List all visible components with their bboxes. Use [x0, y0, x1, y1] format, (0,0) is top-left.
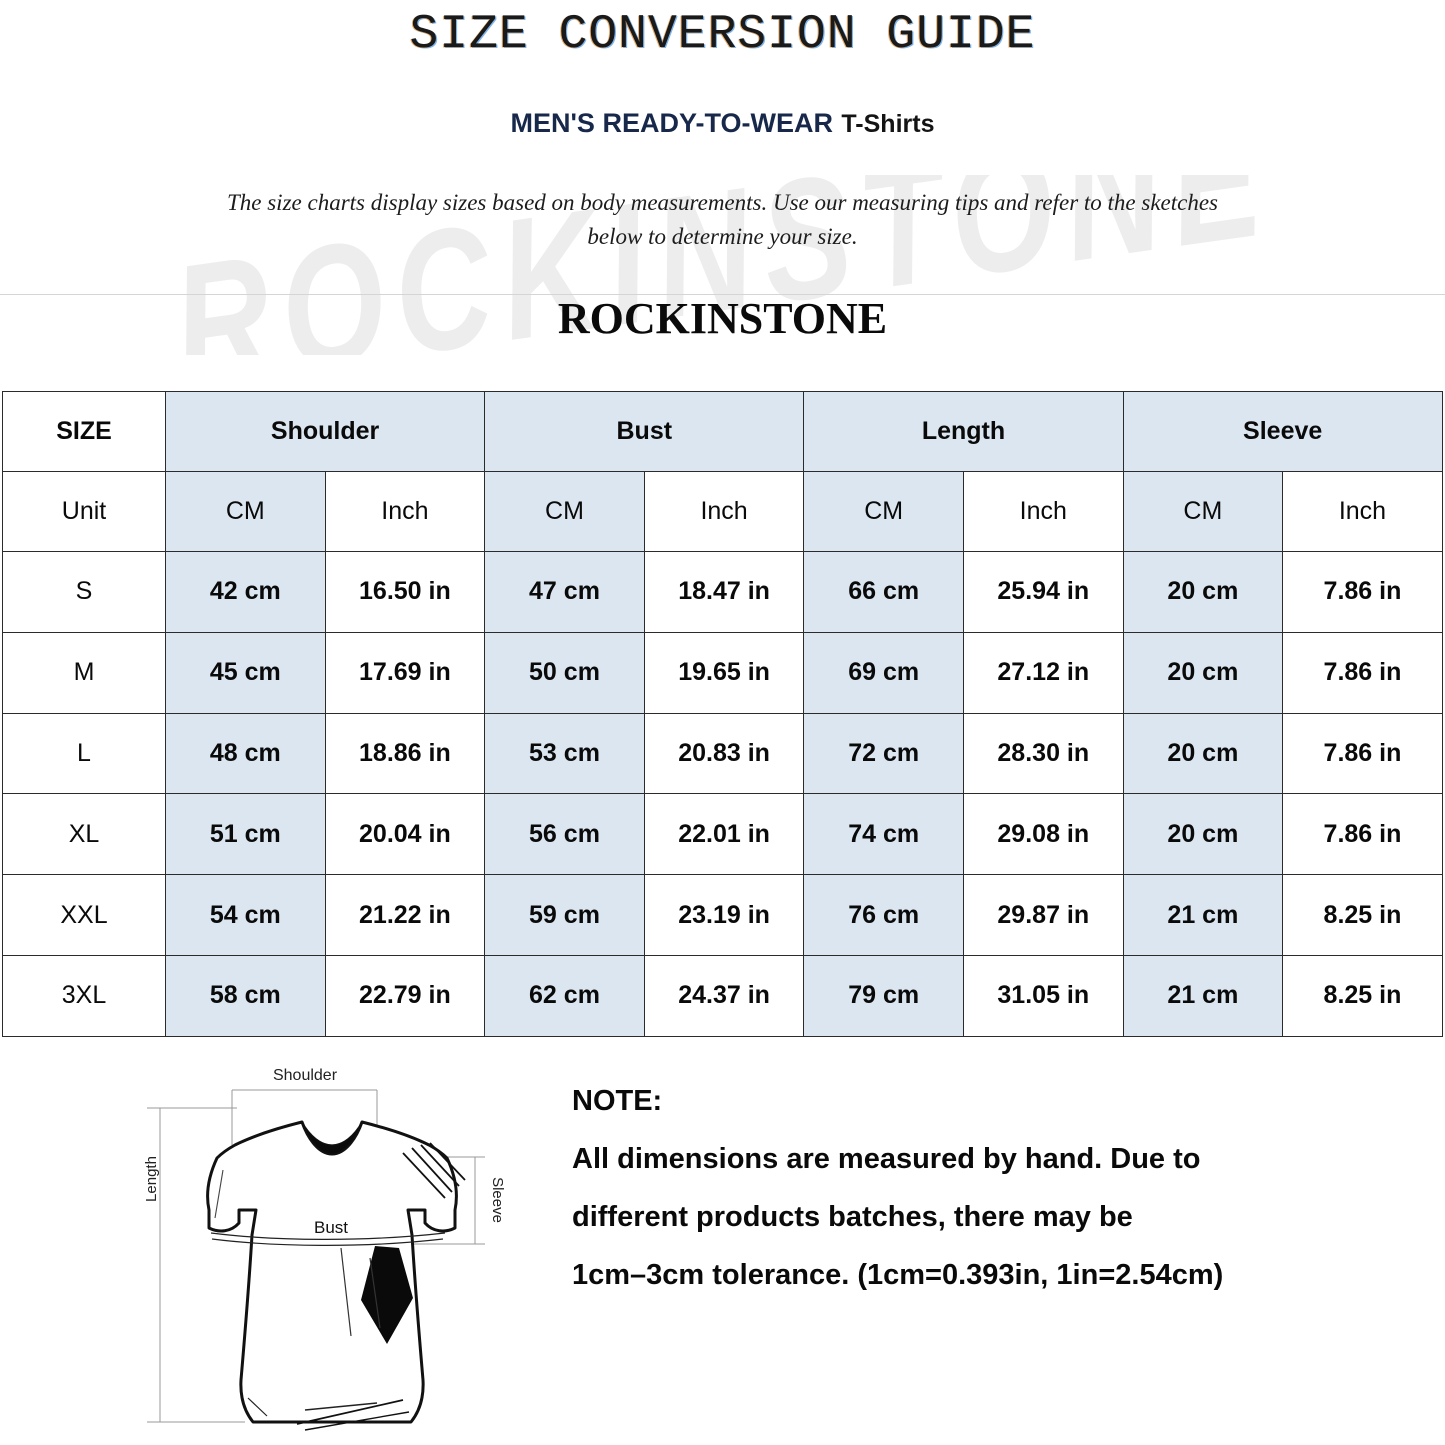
svg-text:Bust: Bust	[314, 1218, 348, 1237]
svg-text:Sleeve: Sleeve	[489, 1177, 506, 1223]
svg-text:Length: Length	[145, 1156, 160, 1202]
svg-text:Shoulder: Shoulder	[273, 1067, 338, 1084]
